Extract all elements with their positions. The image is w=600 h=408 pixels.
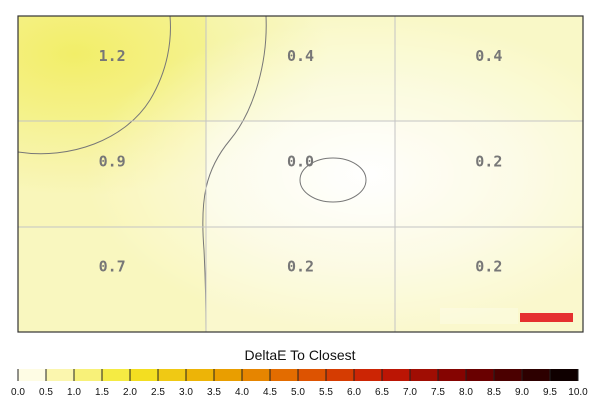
colorbar-block-1 <box>46 369 75 381</box>
heatmap-cell-r0-c0 <box>18 16 207 122</box>
colorbar-tick-label-7: 3.5 <box>207 387 221 398</box>
colorbar-tick-label-17: 8.5 <box>487 387 501 398</box>
cell-value-r1-c1: 0.0 <box>287 152 314 170</box>
heatmap-cell-r1-c1 <box>206 121 395 227</box>
colorbar-tick-label-16: 8.0 <box>459 387 473 398</box>
colorbar-tick-label-9: 4.5 <box>263 387 277 398</box>
colorbar-block-9 <box>270 369 299 381</box>
heatmap-plot-area: 1.2 0.4 0.4 0.9 0.0 0.2 0.7 0.2 0.2 <box>17 15 584 333</box>
heatmap-cell-r0-c1 <box>206 16 395 122</box>
colorbar-tick-label-1: 0.5 <box>39 387 53 398</box>
grid-lines <box>18 16 583 332</box>
colorbar-blocks <box>18 369 579 381</box>
colorbar-tick-label-0: 0.0 <box>11 387 25 398</box>
colorbar-tick-label-15: 7.5 <box>431 387 445 398</box>
colorbar-tick-label-20: 10.0 <box>568 387 588 398</box>
colorbar-tick-label-18: 9.0 <box>515 387 529 398</box>
colorbar-block-13 <box>382 369 411 381</box>
colorbar-block-18 <box>522 369 551 381</box>
heatmap-cell-r0-c2 <box>394 16 583 122</box>
heatmap-low-region <box>18 16 583 332</box>
cell-value-r0-c2: 0.4 <box>475 47 502 65</box>
colorbar-block-16 <box>466 369 495 381</box>
colorbar-block-15 <box>438 369 467 381</box>
colorbar-block-10 <box>298 369 327 381</box>
cell-value-r2-c1: 0.2 <box>287 258 314 276</box>
colorbar-block-0 <box>18 369 47 381</box>
cell-value-r2-c0: 0.7 <box>99 258 126 276</box>
colorbar-tick-label-8: 4.0 <box>235 387 249 398</box>
colorbar-tick-label-13: 6.5 <box>375 387 389 398</box>
red-marker-bar <box>520 313 573 322</box>
colorbar-tick-label-11: 5.5 <box>319 387 333 398</box>
colorbar-block-12 <box>354 369 383 381</box>
colorbar-block-11 <box>326 369 355 381</box>
colorbar: DeltaE To Closest 0.0 0.5 1.0 1.5 2.0 2.5 3.0 3… <box>11 347 588 398</box>
colorbar-tick-label-3: 1.5 <box>95 387 109 398</box>
cell-value-r0-c1: 0.4 <box>287 47 314 65</box>
watermark-box <box>440 308 518 324</box>
cell-value-r0-c0: 1.2 <box>99 47 126 65</box>
heatmap-cell-r2-c0 <box>18 226 207 332</box>
contour-line-upper-left <box>18 16 171 155</box>
colorbar-block-4 <box>130 369 159 381</box>
colorbar-tick-label-12: 6.0 <box>347 387 361 398</box>
colorbar-block-2 <box>74 369 103 381</box>
colorbar-title: DeltaE To Closest <box>244 347 355 363</box>
contour-line-center <box>299 157 367 203</box>
colorbar-block-7 <box>214 369 243 381</box>
colorbar-block-8 <box>242 369 271 381</box>
colorbar-block-5 <box>158 369 187 381</box>
colorbar-tick-label-19: 9.5 <box>543 387 557 398</box>
colorbar-tick-label-10: 5.0 <box>291 387 305 398</box>
cell-value-r1-c2: 0.2 <box>475 152 502 170</box>
heatmap-cell-r2-c1 <box>206 226 395 332</box>
cell-value-labels: 1.2 0.4 0.4 0.9 0.0 0.2 0.7 0.2 0.2 <box>99 47 503 276</box>
colorbar-ticks: 0.0 0.5 1.0 1.5 2.0 2.5 3.0 3.5 4.0 4.5 5.0 5.5 6.0 6… <box>11 369 588 398</box>
cell-value-r1-c0: 0.9 <box>99 152 126 170</box>
heatmap-cell-r1-c0 <box>18 121 207 227</box>
colorbar-tick-label-2: 1.0 <box>67 387 81 398</box>
colorbar-block-3 <box>102 369 131 381</box>
colorbar-block-6 <box>186 369 215 381</box>
plot-border <box>17 15 584 333</box>
heatmap-cells <box>18 16 583 332</box>
colorbar-tick-label-6: 3.0 <box>179 387 193 398</box>
colorbar-tick-label-5: 2.5 <box>151 387 165 398</box>
colorbar-block-14 <box>410 369 439 381</box>
colorbar-block-19 <box>550 369 579 381</box>
colorbar-tick-label-14: 7.0 <box>403 387 417 398</box>
cell-value-r2-c2: 0.2 <box>475 258 502 276</box>
colorbar-tick-label-4: 2.0 <box>123 387 137 398</box>
colorbar-block-17 <box>494 369 523 381</box>
heatmap-cell-r1-c2 <box>394 121 583 227</box>
